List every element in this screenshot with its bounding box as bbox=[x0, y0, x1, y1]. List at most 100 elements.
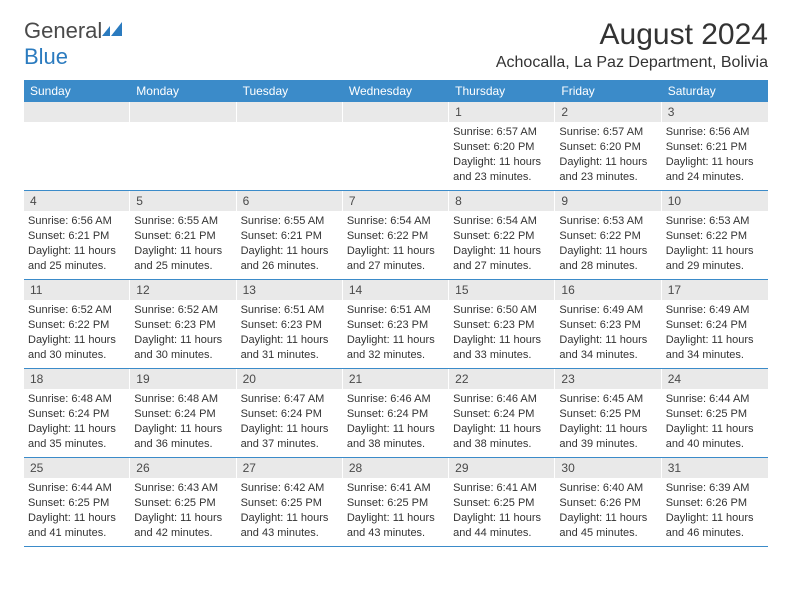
day-number: 25 bbox=[24, 458, 130, 478]
sunrise-text: Sunrise: 6:56 AM bbox=[666, 125, 762, 140]
dow-header-row: Sunday Monday Tuesday Wednesday Thursday… bbox=[24, 80, 768, 102]
sunrise-text: Sunrise: 6:45 AM bbox=[559, 392, 655, 407]
day-body: Sunrise: 6:39 AMSunset: 6:26 PMDaylight:… bbox=[662, 478, 768, 544]
day-number: 20 bbox=[237, 369, 343, 389]
day-cell: 14Sunrise: 6:51 AMSunset: 6:23 PMDayligh… bbox=[343, 280, 449, 368]
day-body: Sunrise: 6:41 AMSunset: 6:25 PMDaylight:… bbox=[449, 478, 555, 544]
day-body: Sunrise: 6:45 AMSunset: 6:25 PMDaylight:… bbox=[555, 389, 661, 455]
day-body: Sunrise: 6:42 AMSunset: 6:25 PMDaylight:… bbox=[237, 478, 343, 544]
location-subtitle: Achocalla, La Paz Department, Bolivia bbox=[496, 54, 768, 72]
day-number: 10 bbox=[662, 191, 768, 211]
day-body: Sunrise: 6:48 AMSunset: 6:24 PMDaylight:… bbox=[24, 389, 130, 455]
dow-thursday: Thursday bbox=[449, 80, 555, 102]
sunset-text: Sunset: 6:23 PM bbox=[347, 318, 443, 333]
header: GeneralBlue August 2024 Achocalla, La Pa… bbox=[24, 18, 768, 72]
sunset-text: Sunset: 6:22 PM bbox=[453, 229, 549, 244]
day-body: Sunrise: 6:46 AMSunset: 6:24 PMDaylight:… bbox=[343, 389, 449, 455]
day-number: 27 bbox=[237, 458, 343, 478]
daylight-text: Daylight: 11 hours and 35 minutes. bbox=[28, 422, 124, 452]
calendar-page: GeneralBlue August 2024 Achocalla, La Pa… bbox=[0, 0, 792, 557]
sunset-text: Sunset: 6:23 PM bbox=[559, 318, 655, 333]
sunrise-text: Sunrise: 6:52 AM bbox=[28, 303, 124, 318]
brand-part2: Blue bbox=[24, 44, 68, 69]
daylight-text: Daylight: 11 hours and 45 minutes. bbox=[559, 511, 655, 541]
day-cell: 25Sunrise: 6:44 AMSunset: 6:25 PMDayligh… bbox=[24, 458, 130, 546]
sunset-text: Sunset: 6:21 PM bbox=[241, 229, 337, 244]
day-body: Sunrise: 6:51 AMSunset: 6:23 PMDaylight:… bbox=[343, 300, 449, 366]
day-cell: 23Sunrise: 6:45 AMSunset: 6:25 PMDayligh… bbox=[555, 369, 661, 457]
day-cell: 26 Sunrise: 6:43 AMSunset: 6:25 PMDayligh… bbox=[130, 458, 236, 546]
daylight-text: Daylight: 11 hours and 26 minutes. bbox=[241, 244, 337, 274]
brand-logo: GeneralBlue bbox=[24, 18, 124, 70]
sunrise-text: Sunrise: 6:41 AM bbox=[453, 481, 549, 496]
sunrise-text: Sunrise: 6:39 AM bbox=[666, 481, 762, 496]
day-cell: 21Sunrise: 6:46 AMSunset: 6:24 PMDayligh… bbox=[343, 369, 449, 457]
daylight-text: Daylight: 11 hours and 24 minutes. bbox=[666, 155, 762, 185]
brand-mark-icon bbox=[102, 18, 124, 34]
sunset-text: Sunset: 6:25 PM bbox=[134, 496, 230, 511]
day-number: 15 bbox=[449, 280, 555, 300]
day-body: Sunrise: 6:54 AMSunset: 6:22 PMDaylight:… bbox=[343, 211, 449, 277]
daylight-text: Daylight: 11 hours and 43 minutes. bbox=[347, 511, 443, 541]
day-body: Sunrise: 6:53 AMSunset: 6:22 PMDaylight:… bbox=[555, 211, 661, 277]
daylight-text: Daylight: 11 hours and 40 minutes. bbox=[666, 422, 762, 452]
daylight-text: Daylight: 11 hours and 39 minutes. bbox=[559, 422, 655, 452]
sunrise-text: Sunrise: 6:49 AM bbox=[666, 303, 762, 318]
calendar-grid: Sunday Monday Tuesday Wednesday Thursday… bbox=[24, 80, 768, 547]
day-cell: 27Sunrise: 6:42 AMSunset: 6:25 PMDayligh… bbox=[237, 458, 343, 546]
daylight-text: Daylight: 11 hours and 31 minutes. bbox=[241, 333, 337, 363]
day-cell: 9Sunrise: 6:53 AMSunset: 6:22 PMDaylight… bbox=[555, 191, 661, 279]
sunrise-text: Sunrise: 6:43 AM bbox=[134, 481, 230, 496]
daylight-text: Daylight: 11 hours and 33 minutes. bbox=[453, 333, 549, 363]
day-body: Sunrise: 6:44 AMSunset: 6:25 PMDaylight:… bbox=[24, 478, 130, 544]
sunrise-text: Sunrise: 6:47 AM bbox=[241, 392, 337, 407]
day-cell: 18Sunrise: 6:48 AMSunset: 6:24 PMDayligh… bbox=[24, 369, 130, 457]
day-number: 5 bbox=[130, 191, 236, 211]
day-body: Sunrise: 6:48 AMSunset: 6:24 PMDaylight:… bbox=[130, 389, 236, 455]
day-cell: 6Sunrise: 6:55 AMSunset: 6:21 PMDaylight… bbox=[237, 191, 343, 279]
sunrise-text: Sunrise: 6:41 AM bbox=[347, 481, 443, 496]
day-cell: 12Sunrise: 6:52 AMSunset: 6:23 PMDayligh… bbox=[130, 280, 236, 368]
day-cell: 24Sunrise: 6:44 AMSunset: 6:25 PMDayligh… bbox=[662, 369, 768, 457]
brand-text: GeneralBlue bbox=[24, 18, 124, 70]
sunrise-text: Sunrise: 6:54 AM bbox=[347, 214, 443, 229]
day-number: 11 bbox=[24, 280, 130, 300]
sunrise-text: Sunrise: 6:52 AM bbox=[134, 303, 230, 318]
daylight-text: Daylight: 11 hours and 25 minutes. bbox=[134, 244, 230, 274]
day-cell: 11Sunrise: 6:52 AMSunset: 6:22 PMDayligh… bbox=[24, 280, 130, 368]
day-number: 12 bbox=[130, 280, 236, 300]
day-number: 3 bbox=[662, 102, 768, 122]
day-number: 23 bbox=[555, 369, 661, 389]
sunrise-text: Sunrise: 6:57 AM bbox=[559, 125, 655, 140]
day-cell: 22Sunrise: 6:46 AMSunset: 6:24 PMDayligh… bbox=[449, 369, 555, 457]
day-number: 30 bbox=[555, 458, 661, 478]
sunset-text: Sunset: 6:23 PM bbox=[134, 318, 230, 333]
day-number: 8 bbox=[449, 191, 555, 211]
day-cell: 13Sunrise: 6:51 AMSunset: 6:23 PMDayligh… bbox=[237, 280, 343, 368]
day-cell: 19Sunrise: 6:48 AMSunset: 6:24 PMDayligh… bbox=[130, 369, 236, 457]
day-body: Sunrise: 6:51 AMSunset: 6:23 PMDaylight:… bbox=[237, 300, 343, 366]
daylight-text: Daylight: 11 hours and 27 minutes. bbox=[347, 244, 443, 274]
day-number: . bbox=[24, 102, 130, 122]
sunrise-text: Sunrise: 6:46 AM bbox=[453, 392, 549, 407]
day-cell: 5Sunrise: 6:55 AMSunset: 6:21 PMDaylight… bbox=[130, 191, 236, 279]
day-cell: 31Sunrise: 6:39 AMSunset: 6:26 PMDayligh… bbox=[662, 458, 768, 546]
day-number: 6 bbox=[237, 191, 343, 211]
day-number: 9 bbox=[555, 191, 661, 211]
day-number: 2 bbox=[555, 102, 661, 122]
day-number: 26 bbox=[130, 458, 236, 478]
week-row: 4Sunrise: 6:56 AMSunset: 6:21 PMDaylight… bbox=[24, 191, 768, 280]
day-body: Sunrise: 6:40 AMSunset: 6:26 PMDaylight:… bbox=[555, 478, 661, 544]
weeks-container: ....1Sunrise: 6:57 AMSunset: 6:20 PMDayl… bbox=[24, 102, 768, 547]
month-title: August 2024 bbox=[496, 18, 768, 52]
daylight-text: Daylight: 11 hours and 44 minutes. bbox=[453, 511, 549, 541]
day-cell: 8Sunrise: 6:54 AMSunset: 6:22 PMDaylight… bbox=[449, 191, 555, 279]
sunset-text: Sunset: 6:21 PM bbox=[666, 140, 762, 155]
sunset-text: Sunset: 6:21 PM bbox=[28, 229, 124, 244]
sunrise-text: Sunrise: 6:50 AM bbox=[453, 303, 549, 318]
day-cell: 1Sunrise: 6:57 AMSunset: 6:20 PMDaylight… bbox=[449, 102, 555, 190]
daylight-text: Daylight: 11 hours and 23 minutes. bbox=[453, 155, 549, 185]
daylight-text: Daylight: 11 hours and 42 minutes. bbox=[134, 511, 230, 541]
day-number: 17 bbox=[662, 280, 768, 300]
sunrise-text: Sunrise: 6:49 AM bbox=[559, 303, 655, 318]
